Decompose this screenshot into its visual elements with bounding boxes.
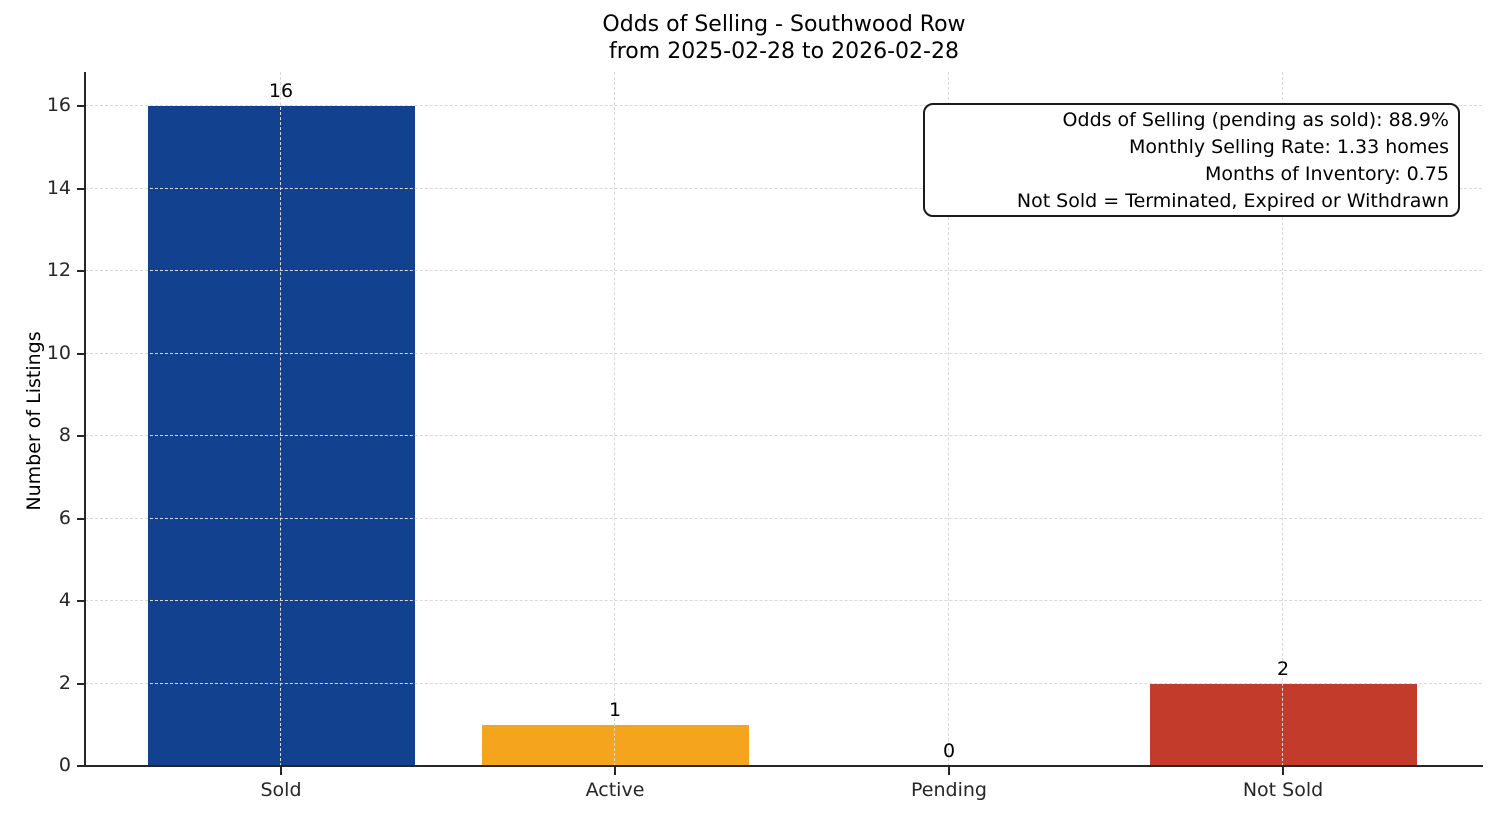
y-tick-label: 4 (58, 589, 71, 611)
y-tick-mark (77, 600, 85, 602)
annotation-line-inventory: Months of Inventory: 0.75 (1205, 163, 1449, 185)
y-gridline (85, 270, 1482, 271)
y-tick-mark (77, 435, 85, 437)
y-gridline (85, 682, 1482, 684)
x-tick-label-pending: Pending (911, 779, 987, 801)
bar-sold (147, 106, 415, 766)
x-tick-mark (948, 767, 950, 775)
x-tick-label-active: Active (585, 779, 645, 801)
y-gridline (85, 352, 1482, 354)
bar-value-label-sold: 16 (268, 80, 294, 102)
bar-active (481, 724, 749, 766)
y-tick-label: 16 (46, 94, 71, 116)
y-tick-mark (77, 352, 85, 355)
y-tick-mark (77, 187, 85, 190)
bar-not-sold (1149, 683, 1417, 766)
chart-title-line1: Odds of Selling - Southwood Row (602, 12, 966, 37)
y-gridline (85, 105, 1482, 106)
x-tick-label-sold: Sold (260, 779, 302, 801)
y-tick-label: 8 (58, 424, 71, 446)
annotation-line-odds: Odds of Selling (pending as sold): 88.9% (1062, 109, 1449, 131)
y-tick-label: 10 (46, 341, 71, 364)
y-tick-label: 2 (58, 671, 71, 694)
y-tick-label: 6 (58, 506, 71, 529)
x-gridline (280, 72, 281, 766)
y-tick-label: 0 (58, 754, 71, 776)
bar-value-label-not-sold: 2 (1276, 657, 1290, 680)
x-tick-mark (1282, 767, 1284, 775)
y-tick-mark (77, 270, 85, 272)
x-gridline (614, 72, 615, 766)
y-tick-mark (77, 682, 85, 685)
x-tick-label-not-sold: Not Sold (1242, 779, 1324, 801)
chart-title-line2: from 2025-02-28 to 2026-02-28 (609, 39, 959, 64)
x-tick-mark (614, 767, 616, 775)
bar-value-label-pending: 0 (942, 740, 956, 762)
x-axis-spine (84, 765, 1483, 767)
annotation-box: Odds of Selling (pending as sold): 88.9%… (923, 103, 1460, 217)
annotation-line-rate: Monthly Selling Rate: 1.33 homes (1129, 136, 1449, 158)
y-gridline (85, 187, 1482, 189)
x-gridline (948, 72, 949, 766)
y-tick-mark (77, 765, 85, 767)
y-gridline (85, 435, 1482, 436)
chart-title: Odds of Selling - Southwood Row from 202… (384, 11, 1184, 65)
y-tick-mark (77, 517, 85, 520)
y-tick-label: 14 (46, 176, 71, 199)
y-tick-mark (77, 105, 85, 107)
y-gridline (85, 517, 1482, 519)
bar-value-label-active: 1 (608, 698, 622, 721)
x-tick-mark (280, 767, 282, 775)
y-gridline (85, 600, 1482, 601)
y-tick-label: 12 (46, 259, 71, 281)
annotation-line-notsold-definition: Not Sold = Terminated, Expired or Withdr… (1016, 190, 1449, 212)
x-gridline (1282, 72, 1283, 766)
y-axis-spine (84, 72, 86, 767)
